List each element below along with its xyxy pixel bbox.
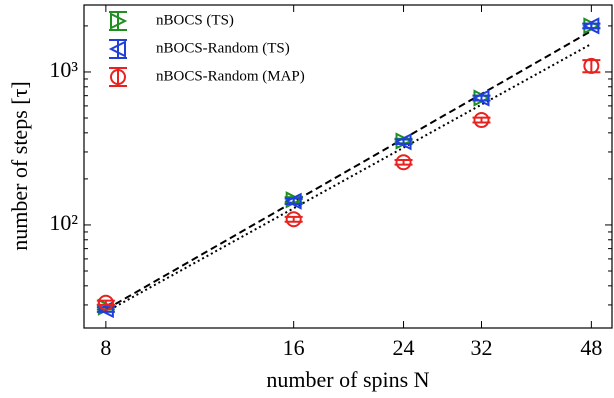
marker — [582, 17, 600, 35]
x-tick-label: 8 — [100, 335, 111, 360]
legend-label: nBOCS (TS) — [156, 12, 234, 28]
x-tick-label: 48 — [580, 335, 602, 360]
marker — [97, 294, 114, 311]
plot-frame — [83, 4, 613, 329]
marker — [583, 57, 600, 74]
x-tick-label: 24 — [393, 335, 415, 360]
x-tick-label: 16 — [283, 335, 305, 360]
marker — [110, 12, 128, 30]
y-tick-label: 10³ — [49, 57, 78, 82]
marker — [472, 89, 490, 107]
y-axis-label: number of steps [τ] — [7, 81, 32, 251]
marker — [473, 112, 490, 129]
marker — [110, 69, 126, 85]
marker — [285, 211, 302, 228]
legend-label: nBOCS-Random (MAP) — [156, 68, 305, 84]
marker — [395, 154, 412, 171]
fit-line — [105, 30, 592, 311]
marker — [284, 192, 302, 210]
marker — [394, 133, 412, 151]
marker — [108, 40, 126, 58]
y-tick-label: 10² — [49, 210, 78, 235]
marker — [96, 300, 114, 319]
x-tick-label: 32 — [470, 335, 492, 360]
x-axis-label: number of spins N — [266, 367, 429, 392]
legend-label: nBOCS-Random (TS) — [156, 40, 290, 56]
